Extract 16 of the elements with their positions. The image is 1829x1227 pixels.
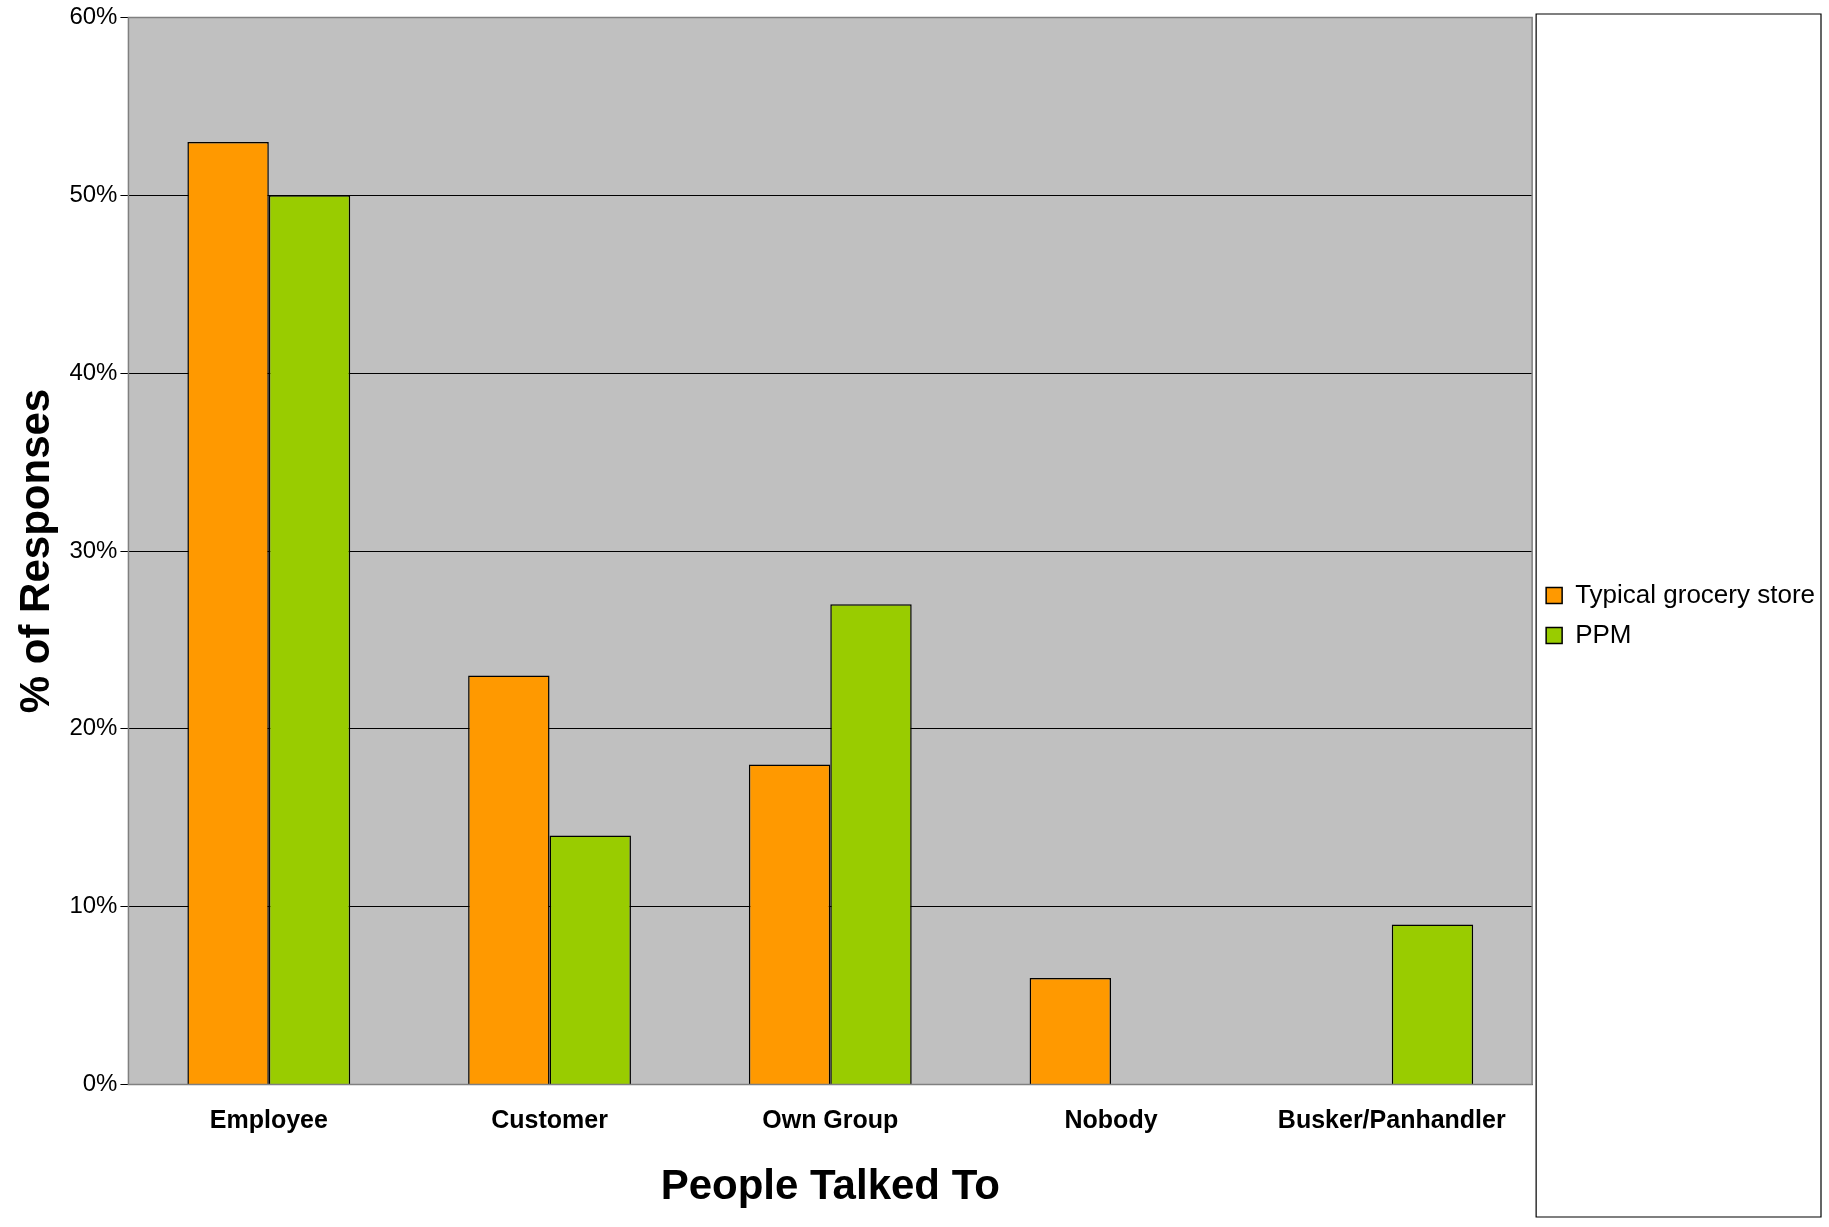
y-tick-label: 50%: [69, 179, 118, 207]
y-tick-label: 10%: [69, 891, 118, 919]
y-tick-label: 0%: [82, 1069, 118, 1097]
y-axis-title: % of Responses: [10, 388, 58, 714]
y-tick-label: 60%: [69, 2, 118, 30]
legend-label: PPM: [1575, 618, 1632, 649]
x-tick-label: Nobody: [1064, 1105, 1158, 1134]
x-tick-label: Own Group: [762, 1105, 899, 1134]
x-tick-label: Customer: [491, 1105, 609, 1134]
y-tick-label: 20%: [69, 713, 118, 741]
x-axis-title: People Talked To: [660, 1161, 1000, 1209]
x-tick-label: Employee: [209, 1105, 328, 1134]
y-tick-label: 30%: [69, 535, 118, 563]
legend-label: Typical grocery store: [1575, 578, 1816, 609]
y-tick-label: 40%: [69, 357, 118, 385]
x-tick-label: Busker/Panhandler: [1277, 1105, 1506, 1134]
